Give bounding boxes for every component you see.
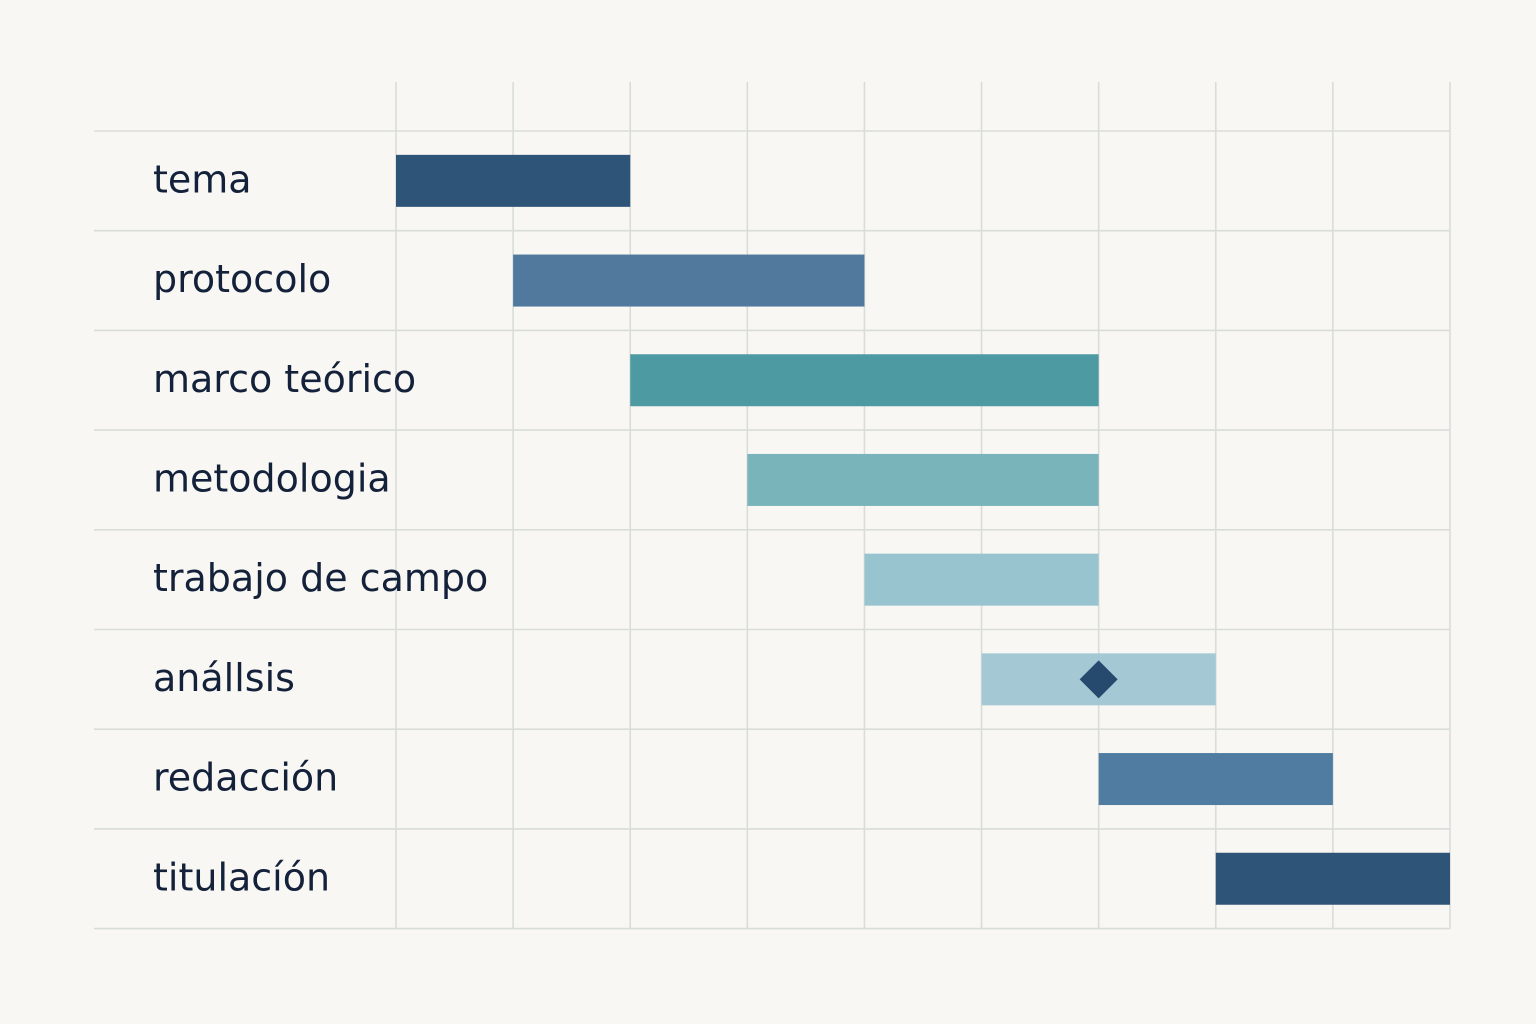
task-label: titulacíón [153,855,330,899]
task-bar [1215,852,1450,905]
task-label: anállsis [153,656,295,700]
task-label: tema [153,157,252,201]
task-label: redacción [153,756,338,800]
task-bar [630,354,1099,407]
task-label: trabajo de campo [153,556,488,600]
milestones [1079,660,1118,699]
task-bar [747,453,1099,506]
task-bar [1098,753,1333,806]
task-bar [513,254,865,307]
task-label: protocolo [153,257,331,301]
task-bar [396,154,631,207]
task-bar [864,553,1099,606]
task-bars [396,154,1450,905]
grid [94,82,1451,930]
task-label: marco teórico [153,357,416,401]
milestone-diamond [1079,660,1118,699]
task-label: metodologia [153,456,391,500]
task-labels: tema protocolo marco teórico metodologia tra… [153,157,488,899]
